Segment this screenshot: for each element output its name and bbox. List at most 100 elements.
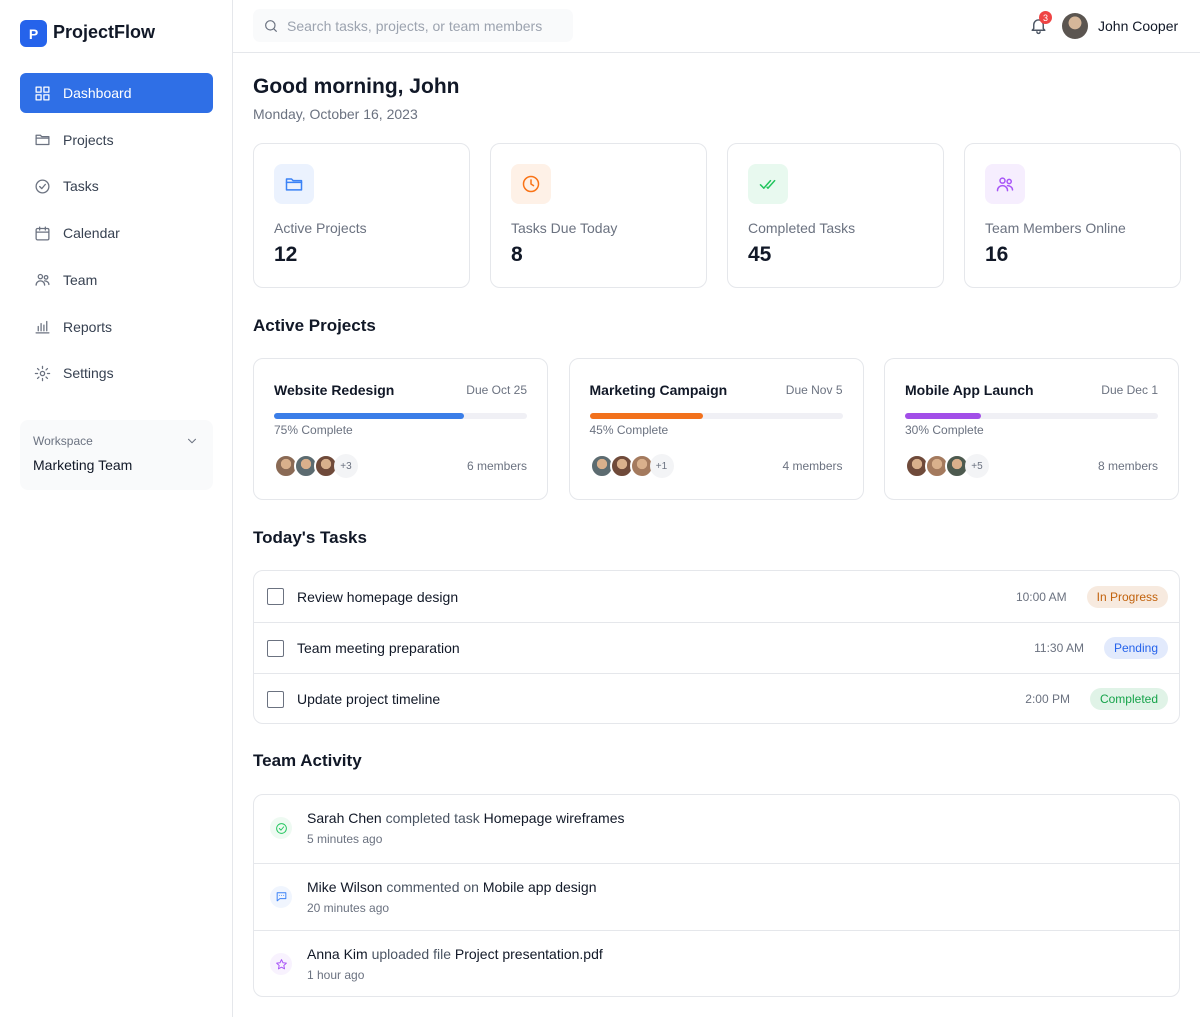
activity-row: Mike Wilson commented on Mobile app desi…	[254, 862, 1179, 931]
nav-icon	[35, 134, 50, 146]
task-time: 11:30 AM	[1034, 641, 1084, 655]
workspace-name: Marketing Team	[33, 457, 133, 473]
progress-label: 75% Complete	[274, 423, 353, 437]
stat-icon	[748, 164, 788, 204]
task-time: 2:00 PM	[1025, 692, 1070, 706]
nav-item[interactable]: Team	[20, 260, 213, 300]
project-due: Due Nov 5	[785, 383, 843, 397]
nav-label: Projects	[63, 131, 114, 148]
project-due: Due Dec 1	[1101, 383, 1158, 397]
nav-icon	[35, 179, 50, 194]
nav-item[interactable]: Dashboard	[20, 73, 213, 113]
brand-name: ProjectFlow	[53, 22, 156, 42]
stat-card: Tasks Due Today 8	[490, 143, 707, 288]
notification-count: 3	[1039, 11, 1052, 24]
stat-glyph	[522, 175, 540, 193]
progress-label: 30% Complete	[905, 423, 984, 437]
nav-icon	[35, 226, 50, 241]
activity-action: commented on	[386, 878, 479, 895]
member-extra: +5	[965, 454, 989, 478]
progress-track	[589, 413, 843, 419]
nav-label: Reports	[63, 318, 113, 335]
activity-time: 1 hour ago	[307, 968, 365, 983]
project-name: Mobile App Launch	[905, 382, 1034, 398]
brand-icon: P	[20, 20, 47, 47]
activity-text: Sarah Chen completed task Homepage wiref…	[307, 810, 625, 826]
project-card[interactable]: Website Redesign Due Oct 25 75% Complete +3…	[253, 358, 548, 500]
activity-object: Mobile app design	[482, 878, 597, 895]
nav-item[interactable]: Settings	[20, 353, 213, 393]
workspace[interactable]: Workspace Marketing Team	[20, 420, 213, 490]
activity-user: Mike Wilson	[307, 878, 383, 895]
stat-value: 12	[274, 243, 298, 266]
member-extra: +1	[649, 454, 674, 478]
activity-row: Anna Kim uploaded file Project presentat…	[254, 930, 1179, 996]
project-name: Marketing Campaign	[589, 382, 728, 398]
main: Search tasks, projects, or team members 3…	[233, 0, 1200, 1017]
user-avatar[interactable]	[1062, 13, 1088, 39]
member-count: 8 members	[1097, 459, 1158, 473]
nav-icon	[35, 320, 50, 334]
activity-glyph	[275, 822, 287, 834]
notifications[interactable]: 3	[1029, 11, 1052, 36]
nav-label: Tasks	[63, 178, 99, 195]
member-count: 6 members	[466, 459, 527, 473]
stat-icon	[274, 164, 314, 204]
activity-time: 5 minutes ago	[307, 832, 383, 846]
greeting-title: Good morning, John	[253, 75, 460, 98]
nav-item[interactable]: Reports	[20, 307, 213, 347]
progress-track	[905, 413, 1158, 419]
nav-icon	[35, 85, 50, 101]
task-checkbox[interactable]	[267, 690, 284, 708]
task-row: Review homepage design 10:00 AM In Progres…	[254, 571, 1179, 622]
nav-icon	[35, 274, 50, 287]
search-placeholder: Search tasks, projects, or team members	[287, 17, 543, 34]
stat-card: Completed Tasks 45	[727, 143, 944, 288]
header: Search tasks, projects, or team members 3…	[233, 0, 1200, 53]
stat-glyph	[759, 179, 776, 189]
nav-label: Dashboard	[63, 85, 132, 101]
task-name: Team meeting preparation	[297, 640, 460, 656]
stat-glyph	[285, 178, 303, 191]
activity-icon	[270, 953, 292, 976]
task-status: In Progress	[1086, 585, 1168, 608]
activity-icon	[270, 817, 292, 839]
task-checkbox[interactable]	[267, 588, 284, 605]
stat-label: Completed Tasks	[748, 220, 856, 236]
user-name[interactable]: John Cooper	[1098, 18, 1179, 34]
stat-label: Tasks Due Today	[511, 220, 618, 236]
sidebar: P ProjectFlow Dashboard Projects Tasks Calend…	[0, 0, 233, 1017]
activity-glyph	[275, 959, 287, 970]
activity-time: 20 minutes ago	[307, 900, 390, 915]
activity-user: Anna Kim	[307, 946, 368, 963]
nav-label: Calendar	[63, 225, 120, 242]
progress-fill	[905, 413, 981, 419]
nav-item[interactable]: Tasks	[20, 166, 213, 206]
stat-label: Team Members Online	[985, 220, 1126, 236]
activity-icon	[270, 885, 292, 908]
section-title: Team Activity	[253, 751, 362, 770]
nav-label: Settings	[63, 365, 114, 382]
member-count: 4 members	[782, 459, 843, 473]
chevron	[187, 438, 197, 444]
activity-row: Sarah Chen completed task Homepage wiref…	[254, 795, 1179, 863]
activity-user: Sarah Chen	[307, 810, 382, 826]
activity-text: Anna Kim uploaded file Project presentat…	[307, 946, 603, 962]
activity-list: Sarah Chen completed task Homepage wiref…	[253, 794, 1180, 997]
stat-label: Active Projects	[274, 220, 367, 236]
project-card[interactable]: Mobile App Launch Due Dec 1 30% Complete +5…	[884, 358, 1179, 500]
task-name: Review homepage design	[297, 588, 459, 605]
activity-glyph	[276, 892, 286, 902]
progress-fill	[274, 413, 464, 419]
search-box[interactable]: Search tasks, projects, or team members	[253, 9, 573, 42]
task-checkbox[interactable]	[267, 639, 284, 657]
task-time: 10:00 AM	[1015, 589, 1067, 604]
member-avatar	[905, 454, 929, 478]
stat-value: 16	[985, 243, 1009, 266]
project-card[interactable]: Marketing Campaign Due Nov 5 45% Complete +…	[568, 358, 864, 500]
nav-label: Team	[63, 271, 98, 288]
nav-item[interactable]: Projects	[20, 120, 213, 160]
search-icon	[265, 19, 277, 32]
nav-item[interactable]: Calendar	[20, 213, 213, 253]
